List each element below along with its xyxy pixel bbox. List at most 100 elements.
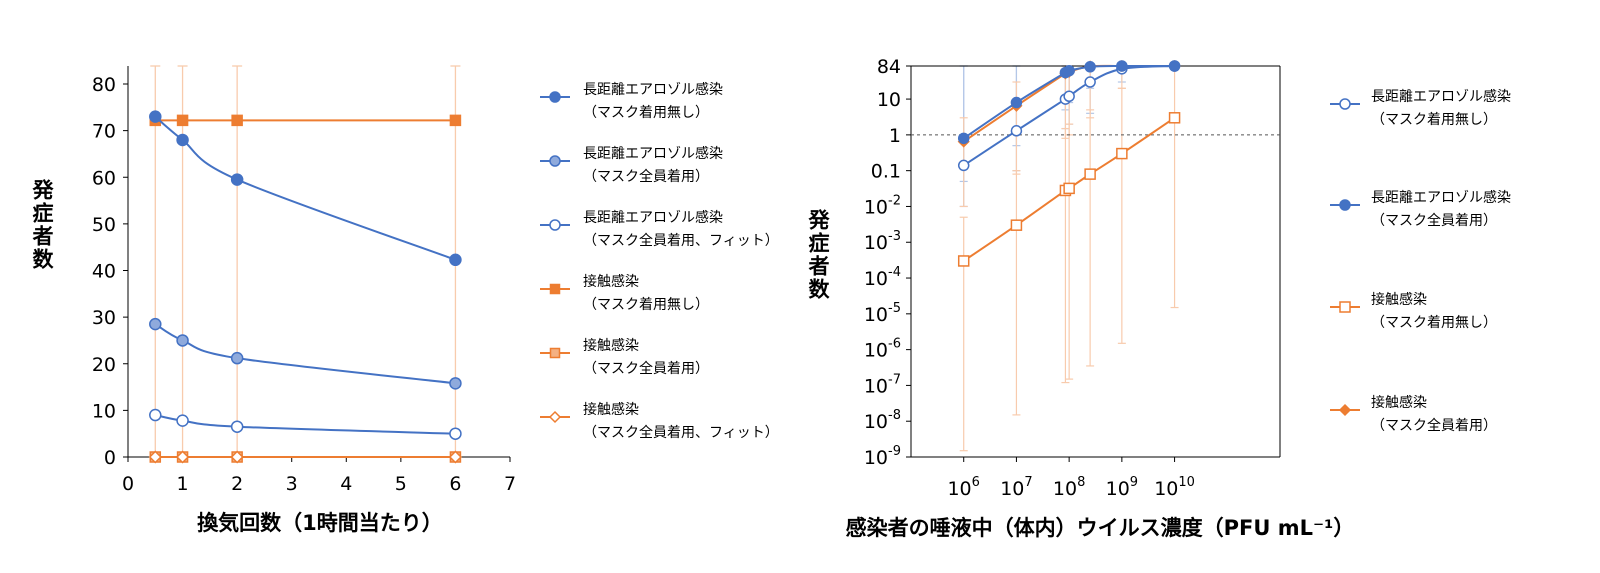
y-tick-label: 40 bbox=[92, 261, 116, 283]
y-tick-label: 10-9 bbox=[864, 444, 901, 469]
y-tick-base: 10 bbox=[864, 375, 888, 397]
x-tick-label: 2 bbox=[231, 473, 243, 495]
data-point bbox=[1063, 182, 1075, 195]
legend-item-2: 接触感染 （マスク着用無し） bbox=[1330, 291, 1497, 331]
x-tick-label: 0 bbox=[122, 473, 134, 495]
x-tick-base: 10 bbox=[1106, 478, 1130, 500]
data-point bbox=[230, 450, 244, 464]
y-tick-label: 10-3 bbox=[864, 229, 901, 254]
legend-label: 長距離エアロゾル感染 bbox=[1371, 189, 1511, 206]
y-tick-label: 0.1 bbox=[871, 161, 901, 183]
y-tick-base: 10 bbox=[877, 89, 901, 111]
y-tick-label: 10-2 bbox=[864, 193, 901, 218]
legend-item-4: 接触感染 （マスク全員着用） bbox=[540, 337, 709, 377]
legend-label-sub: （マスク着用無し） bbox=[1371, 315, 1497, 331]
y-tick-base: 10 bbox=[864, 232, 888, 254]
series-line bbox=[154, 323, 456, 385]
x-tick-label: 1 bbox=[177, 473, 189, 495]
data-point bbox=[957, 255, 970, 267]
y-tick-exp: -4 bbox=[888, 265, 901, 280]
data-point bbox=[149, 110, 162, 123]
y-tick-label: 50 bbox=[92, 214, 116, 236]
y-tick-base: 10 bbox=[864, 411, 888, 433]
data-point bbox=[449, 253, 462, 267]
data-point bbox=[176, 133, 189, 147]
legend-item-5: 接触感染 （マスク全員着用、フィット） bbox=[540, 401, 779, 441]
legend-label-sub: （マスク全員着用） bbox=[583, 168, 709, 185]
data-point bbox=[1063, 90, 1075, 102]
y-tick-exp: -8 bbox=[888, 408, 901, 423]
data-point bbox=[1084, 76, 1096, 88]
y-tick-label: 10-6 bbox=[864, 337, 901, 362]
x-tick-base: 10 bbox=[947, 478, 971, 500]
legend-label-sub: （マスク着用無し） bbox=[583, 297, 709, 313]
data-point bbox=[449, 114, 462, 127]
legend-marker bbox=[1339, 98, 1351, 110]
legend-item-1: 長距離エアロゾル感染 （マスク全員着用） bbox=[1330, 189, 1511, 229]
x-tick-exp: 6 bbox=[972, 475, 980, 490]
data-point bbox=[449, 377, 462, 390]
x-tick-label: 3 bbox=[286, 473, 298, 495]
y-tick-base: 10 bbox=[864, 268, 888, 290]
y-tick-label: 10-4 bbox=[864, 265, 901, 290]
data-point bbox=[1168, 112, 1181, 124]
y-tick-label: 20 bbox=[92, 354, 116, 376]
data-point bbox=[1063, 64, 1075, 77]
series-0 bbox=[149, 110, 462, 267]
legend-marker bbox=[549, 347, 561, 359]
x-tick-exp: 8 bbox=[1077, 475, 1085, 490]
series-5 bbox=[148, 450, 462, 464]
legend-label-sub: （マスク全員着用） bbox=[1371, 417, 1497, 434]
x-axis-title: 換気回数（1時間当たり） bbox=[197, 511, 443, 535]
y-tick-base: 84 bbox=[877, 56, 901, 78]
legend-label-sub: （マスク全員着用、フィット） bbox=[583, 232, 779, 249]
legend-item-3: 接触感染 （マスク着用無し） bbox=[540, 273, 709, 313]
series-3 bbox=[149, 114, 462, 127]
y-tick-label: 60 bbox=[92, 167, 116, 189]
y-tick-base: 1 bbox=[889, 125, 901, 147]
data-point bbox=[1116, 60, 1128, 72]
y-tick-exp: -2 bbox=[888, 193, 901, 208]
y-tick-exp: -5 bbox=[888, 301, 901, 316]
legend-marker bbox=[549, 283, 561, 295]
legend-item-1: 長距離エアロゾル感染 （マスク全員着用） bbox=[540, 145, 723, 185]
x-tick-label: 5 bbox=[395, 473, 407, 495]
y-tick-label: 10 bbox=[877, 89, 901, 111]
y-tick-label: 80 bbox=[92, 74, 116, 96]
data-point bbox=[1010, 96, 1023, 109]
legend-marker bbox=[549, 219, 561, 231]
data-point bbox=[149, 408, 162, 422]
y-tick-base: 10 bbox=[864, 340, 888, 362]
data-point bbox=[230, 173, 244, 186]
legend-label: 接触感染 bbox=[1371, 291, 1427, 308]
series-2 bbox=[149, 408, 462, 440]
legend-label: 長距離エアロゾル感染 bbox=[1371, 88, 1511, 105]
data-point bbox=[176, 114, 189, 127]
data-point bbox=[176, 334, 189, 347]
x-tick-label: 6 bbox=[449, 473, 461, 495]
y-tick-label: 70 bbox=[92, 121, 116, 143]
data-point bbox=[1010, 219, 1023, 231]
y-axis-title: 発症者数 bbox=[806, 209, 831, 301]
x-tick-exp: 7 bbox=[1024, 475, 1032, 490]
y-tick-exp: -9 bbox=[888, 444, 901, 459]
y-tick-label: 10-8 bbox=[864, 408, 901, 433]
data-point bbox=[149, 317, 162, 331]
x-tick-label: 106 bbox=[947, 475, 979, 500]
x-tick-label: 4 bbox=[340, 473, 352, 495]
data-point bbox=[1084, 168, 1096, 180]
data-point bbox=[1116, 147, 1128, 160]
x-tick-label: 7 bbox=[504, 473, 516, 495]
legend-label-sub: （マスク着用無し） bbox=[1371, 112, 1497, 128]
y-tick-exp: -3 bbox=[888, 229, 901, 244]
legend-label-sub: （マスク全員着用、フィット） bbox=[583, 424, 779, 441]
legend-label-sub: （マスク着用無し） bbox=[583, 105, 709, 121]
y-tick-base: 0.1 bbox=[871, 161, 901, 183]
y-tick-label: 0 bbox=[104, 447, 116, 469]
data-point bbox=[957, 132, 970, 145]
legend-label: 長距離エアロゾル感染 bbox=[583, 209, 723, 226]
data-point bbox=[176, 450, 190, 464]
series-1 bbox=[149, 317, 462, 390]
legend-marker bbox=[1338, 403, 1352, 417]
legend-item-2: 長距離エアロゾル感染 （マスク全員着用、フィット） bbox=[540, 209, 779, 249]
